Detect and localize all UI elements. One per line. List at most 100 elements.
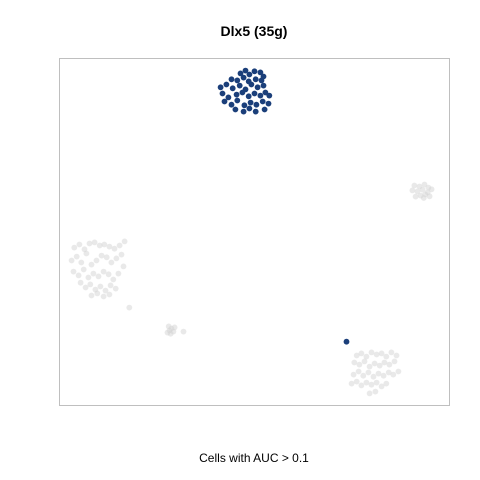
cell-point (80, 266, 87, 273)
cell-point-above-threshold (234, 97, 241, 104)
cell-point (87, 281, 94, 288)
cell-point (393, 352, 400, 359)
cell-point (361, 358, 368, 365)
cell-point (373, 351, 380, 358)
cell-point-above-threshold (228, 101, 235, 108)
cell-point (100, 268, 107, 275)
cell-point-above-threshold (217, 84, 224, 91)
cell-point (358, 382, 365, 389)
cell-point (426, 193, 433, 200)
cell-point-above-threshold (261, 106, 268, 113)
cell-point-above-threshold (252, 108, 259, 115)
cell-point (100, 293, 107, 300)
cell-point (348, 380, 355, 387)
cell-point-above-threshold (240, 74, 247, 81)
cell-point-above-threshold (257, 69, 264, 76)
cell-point (120, 263, 127, 270)
cell-point (71, 244, 78, 251)
cell-point (116, 242, 123, 249)
cell-point (383, 353, 390, 360)
cell-point-above-threshold (237, 70, 244, 77)
cell-point (353, 378, 360, 385)
cell-point-above-threshold (221, 98, 228, 105)
cell-point-above-threshold (266, 92, 273, 99)
cell-point-above-threshold (232, 106, 239, 113)
cell-point (110, 276, 117, 283)
cell-point (77, 279, 84, 286)
chart-title: Dlx5 (35g) (221, 23, 288, 39)
cell-point (78, 259, 85, 266)
cell-point (105, 271, 112, 278)
cell-point-above-threshold (247, 99, 254, 106)
cell-point (395, 368, 402, 375)
cell-point (368, 349, 375, 356)
cell-point-above-threshold (239, 89, 246, 96)
cell-point (102, 287, 109, 294)
plot-frame (59, 58, 450, 406)
cell-point-above-threshold (242, 67, 249, 74)
cell-point-above-threshold (251, 90, 258, 97)
cell-point-above-threshold (253, 101, 260, 108)
cell-point (73, 253, 80, 260)
cell-point (428, 186, 435, 193)
cell-point-above-threshold (223, 81, 230, 88)
cell-point (106, 291, 113, 298)
cell-point-above-threshold (245, 93, 252, 100)
cell-point (383, 380, 390, 387)
cell-point (390, 371, 397, 378)
cell-point-above-threshold (234, 77, 241, 84)
cell-point (103, 254, 110, 261)
cell-point (373, 379, 380, 386)
cell-point (353, 352, 360, 359)
cell-point-above-threshold (229, 85, 236, 92)
cell-point (412, 193, 419, 200)
cell-point (88, 261, 95, 268)
cell-point (76, 241, 83, 248)
cell-point (121, 238, 128, 245)
cell-point (88, 292, 95, 299)
cell-point (366, 390, 373, 397)
cell-point-above-threshold (254, 84, 261, 91)
cell-point (370, 373, 377, 380)
cell-point (366, 363, 373, 370)
cell-point-above-threshold (259, 98, 266, 105)
cell-point-above-threshold (246, 105, 253, 112)
cell-point (83, 250, 90, 257)
cell-point (419, 186, 426, 193)
cell-point (409, 187, 416, 194)
cell-point (421, 181, 428, 188)
cell-point-above-threshold (262, 89, 269, 96)
cell-point (115, 270, 122, 277)
cell-point-above-threshold (240, 108, 247, 115)
cell-point-above-threshold (233, 91, 240, 98)
cell-point (355, 368, 362, 375)
cell-point (95, 273, 102, 280)
cell-point (358, 350, 365, 357)
cell-point (378, 383, 385, 390)
cell-point-above-threshold (251, 68, 258, 75)
cell-point-above-threshold (225, 94, 232, 101)
cell-point (68, 257, 75, 264)
cell-point (376, 362, 383, 369)
cell-point-above-threshold (260, 73, 267, 80)
cell-point (70, 268, 77, 275)
cell-point (101, 241, 108, 248)
cell-point (94, 290, 101, 297)
cell-point (93, 257, 100, 264)
cell-point (375, 370, 382, 377)
cell-point (388, 349, 395, 356)
cell-point (420, 195, 427, 201)
cell-point (411, 182, 418, 189)
cell-point (90, 270, 97, 277)
cell-point (363, 379, 370, 386)
cell-point-above-threshold (219, 90, 226, 97)
cell-point (372, 388, 379, 395)
cell-point (371, 360, 378, 367)
cell-point (350, 371, 357, 378)
cell-point (113, 255, 120, 262)
cell-point (356, 361, 363, 368)
points-layer (68, 67, 435, 397)
cell-point (108, 259, 115, 266)
cell-point-above-threshold (248, 81, 255, 88)
cell-point (385, 369, 392, 376)
